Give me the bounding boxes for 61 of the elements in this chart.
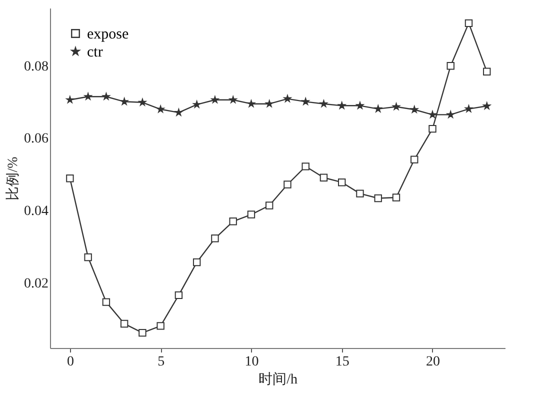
- y-tick-label: 0.06: [24, 132, 48, 147]
- x-tick-label: 20: [426, 354, 440, 370]
- point: [211, 234, 219, 242]
- point: [247, 210, 256, 218]
- point: [84, 253, 92, 262]
- x-tick-label: 0: [66, 354, 74, 370]
- point: [374, 194, 382, 202]
- point: [102, 298, 110, 306]
- point: [464, 19, 473, 28]
- point: [302, 98, 310, 105]
- point: [356, 190, 364, 198]
- legend-label: expose: [87, 26, 129, 42]
- point: [302, 162, 310, 170]
- x-tick-label: 5: [158, 354, 165, 370]
- point: [156, 322, 164, 330]
- point: [120, 98, 128, 105]
- point: [483, 102, 491, 110]
- y-tick-label: 0.02: [24, 276, 48, 292]
- point: [446, 62, 454, 70]
- legend-label: ctr: [87, 44, 103, 60]
- point: [338, 102, 346, 109]
- point: [175, 108, 182, 116]
- point: [284, 180, 292, 188]
- y-axis-title: 比例/%: [5, 156, 21, 200]
- point: [428, 110, 436, 118]
- point: [446, 110, 454, 118]
- point: [229, 96, 237, 104]
- point: [483, 68, 491, 76]
- point: [374, 105, 382, 112]
- point: [338, 178, 346, 186]
- point: [138, 328, 146, 337]
- point: [392, 194, 400, 202]
- point: [211, 96, 219, 104]
- point: [138, 98, 146, 106]
- point: [320, 174, 328, 182]
- point: [174, 291, 183, 300]
- y-tick-label: 0.04: [24, 204, 48, 220]
- point: [465, 105, 472, 112]
- point: [84, 92, 92, 100]
- point: [428, 124, 436, 133]
- x-axis-title: 时间/h: [258, 372, 298, 388]
- point: [356, 102, 364, 109]
- point: [284, 94, 292, 102]
- y-tick-label: 0.08: [24, 59, 48, 74]
- point: [193, 100, 201, 108]
- point: [66, 96, 74, 104]
- point: [156, 105, 164, 112]
- point: [392, 102, 400, 110]
- point: [229, 218, 237, 226]
- point: [248, 100, 255, 108]
- point: [320, 100, 328, 108]
- point: [410, 156, 418, 164]
- point: [66, 174, 74, 182]
- point: [266, 100, 274, 108]
- point: [120, 320, 128, 328]
- x-tick-label: 10: [244, 354, 259, 370]
- x-tick-label: 15: [335, 354, 350, 370]
- point: [410, 106, 418, 113]
- point: [102, 92, 110, 100]
- point: [192, 258, 201, 266]
- point: [265, 202, 274, 210]
